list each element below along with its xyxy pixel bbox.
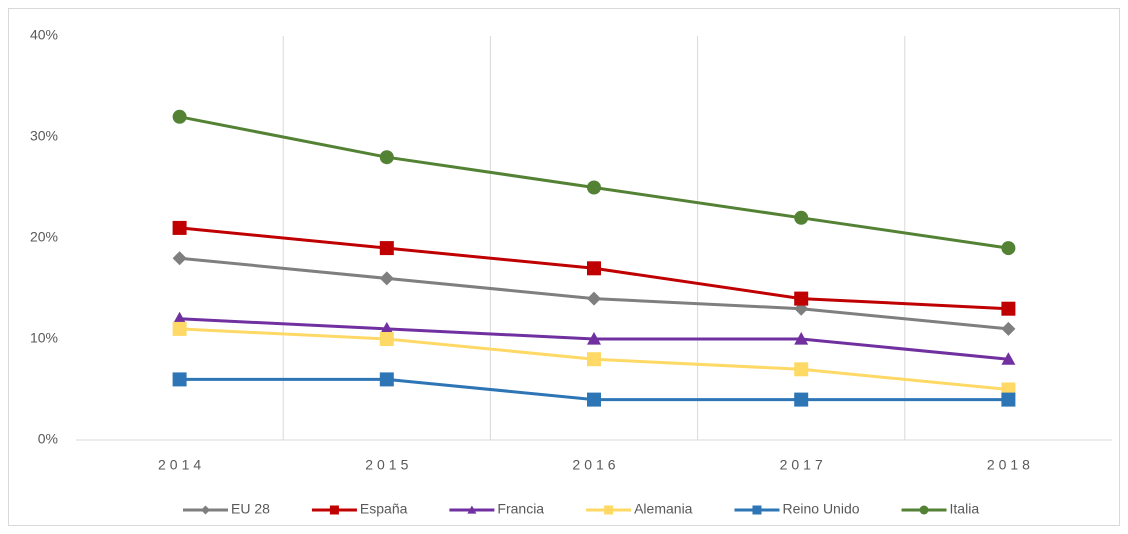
- marker: [752, 505, 762, 515]
- marker: [604, 505, 614, 515]
- marker: [467, 505, 477, 514]
- marker: [919, 505, 929, 515]
- marker: [379, 271, 394, 286]
- marker: [1001, 241, 1016, 256]
- legend-label: Alemania: [634, 501, 693, 517]
- x-tick-label: 2016: [572, 457, 619, 473]
- legend-label: España: [360, 501, 408, 517]
- x-tick-label: 2017: [780, 457, 827, 473]
- marker: [587, 352, 601, 367]
- legend-label: EU 28: [231, 501, 270, 517]
- marker: [794, 291, 809, 306]
- marker: [172, 109, 187, 124]
- marker: [794, 210, 809, 225]
- marker: [172, 251, 187, 266]
- x-tick-label: 2018: [987, 457, 1034, 473]
- marker: [172, 311, 187, 325]
- marker: [1001, 321, 1016, 336]
- marker: [794, 392, 809, 407]
- marker: [587, 261, 601, 276]
- marker: [794, 332, 809, 345]
- marker: [1001, 392, 1016, 407]
- marker: [1001, 301, 1016, 316]
- x-tick-label: 2014: [158, 457, 205, 473]
- marker: [172, 220, 187, 235]
- y-tick-label: 40%: [30, 27, 58, 43]
- marker: [379, 332, 394, 346]
- marker: [587, 332, 601, 345]
- marker: [172, 321, 187, 336]
- legend-label: Italia: [950, 501, 980, 517]
- y-tick-label: 30%: [30, 128, 58, 144]
- marker: [379, 150, 394, 165]
- marker: [329, 505, 339, 515]
- marker: [1001, 352, 1016, 365]
- y-tick-label: 20%: [30, 229, 58, 245]
- marker: [379, 241, 394, 256]
- x-tick-label: 2015: [365, 457, 412, 473]
- chart-frame: [8, 8, 1120, 526]
- marker: [379, 321, 394, 335]
- y-tick-label: 10%: [30, 330, 58, 346]
- marker: [379, 372, 394, 387]
- legend-label: Reino Unido: [782, 501, 859, 517]
- legend-label: Francia: [497, 501, 544, 517]
- marker: [172, 372, 187, 387]
- marker: [201, 505, 210, 515]
- marker: [587, 180, 601, 195]
- marker: [794, 362, 809, 377]
- marker: [587, 291, 601, 306]
- y-tick-label: 0%: [38, 431, 58, 447]
- marker: [587, 392, 601, 407]
